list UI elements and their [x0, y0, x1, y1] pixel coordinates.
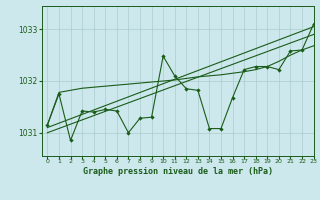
X-axis label: Graphe pression niveau de la mer (hPa): Graphe pression niveau de la mer (hPa) — [83, 167, 273, 176]
